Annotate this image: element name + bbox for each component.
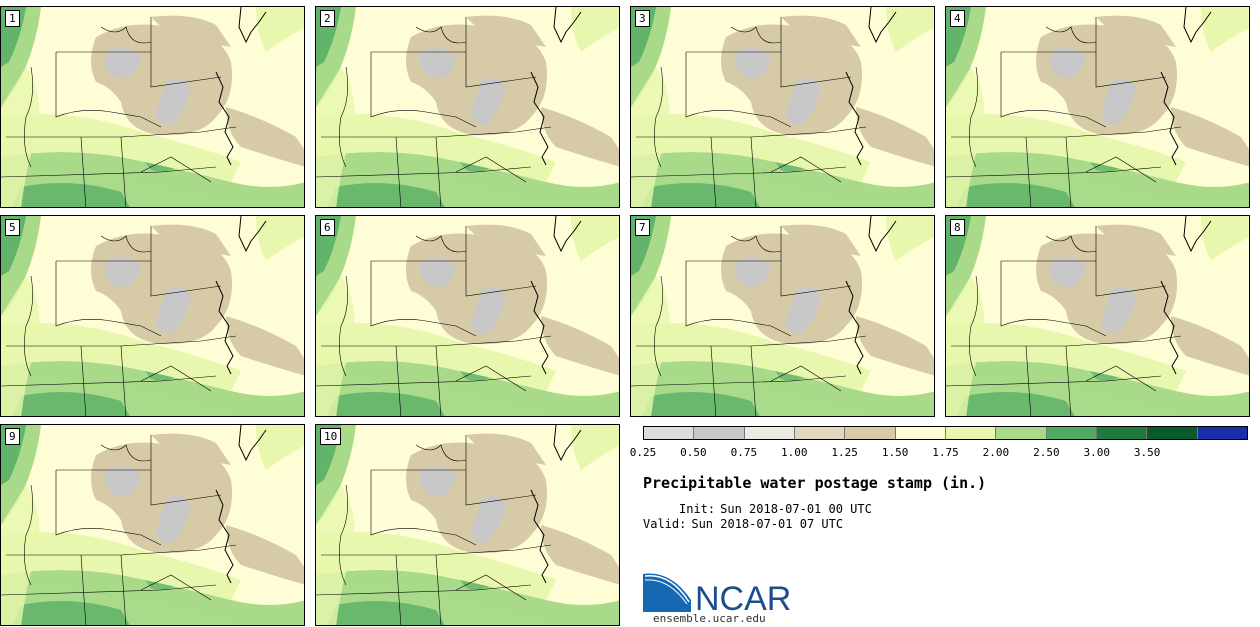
postage-stamp-map: 3	[630, 6, 935, 208]
member-number: 1	[5, 10, 20, 27]
ncar-logo: NCAR	[643, 573, 791, 614]
postage-stamp-map: 4	[945, 6, 1250, 208]
colorbar-tick-label: 0.25	[629, 446, 657, 459]
colorbar-segment	[895, 427, 946, 439]
postage-stamp-map: 10	[315, 424, 620, 626]
precipitable-water-map	[1, 216, 304, 416]
colorbar-segment	[1096, 427, 1148, 439]
init-time: Init: Sun 2018-07-01 00 UTC	[679, 502, 872, 516]
colorbar-tick-label: 0.75	[730, 446, 758, 459]
valid-time: Valid: Sun 2018-07-01 07 UTC	[643, 517, 843, 531]
postage-stamp-map: 1	[0, 6, 305, 208]
colorbar-segment	[1046, 427, 1097, 439]
precipitable-water-map	[1, 425, 304, 625]
colorbar-tick-label: 2.50	[1033, 446, 1060, 459]
precipitable-water-map	[631, 7, 934, 207]
precipitable-water-map	[1, 7, 304, 207]
init-value: Sun 2018-07-01 00 UTC	[720, 502, 872, 516]
valid-label: Valid:	[643, 517, 687, 531]
colorbar-segment	[644, 427, 695, 439]
member-number: 4	[950, 10, 965, 27]
member-number: 7	[635, 219, 650, 236]
colorbar-segment	[996, 427, 1047, 439]
member-number: 8	[950, 219, 965, 236]
colorbar-tick-label: 2.00	[982, 446, 1010, 459]
member-number: 3	[635, 10, 650, 27]
plot-title: Precipitable water postage stamp (in.)	[643, 474, 987, 492]
colorbar	[643, 426, 1248, 440]
member-number: 5	[5, 219, 20, 236]
colorbar-segment	[744, 427, 795, 439]
colorbar-tick-label: 0.50	[680, 446, 707, 459]
precipitable-water-map	[631, 216, 934, 416]
colorbar-segment	[1197, 427, 1247, 439]
colorbar-segment	[694, 427, 745, 439]
valid-value: Sun 2018-07-01 07 UTC	[691, 517, 844, 531]
logo-text: NCAR	[695, 580, 791, 614]
postage-stamp-map: 9	[0, 424, 305, 626]
postage-stamp-map: 8	[945, 215, 1250, 417]
postage-stamp-map: 6	[315, 215, 620, 417]
init-label: Init:	[679, 502, 716, 516]
colorbar-tick-label: 1.50	[881, 446, 909, 459]
postage-stamp-map: 7	[630, 215, 935, 417]
precipitable-water-map	[316, 7, 619, 207]
precipitable-water-map	[316, 425, 619, 625]
colorbar-tick-label: 1.00	[781, 446, 808, 459]
colorbar-segment	[794, 427, 846, 439]
member-number: 2	[320, 10, 335, 27]
colorbar-segment	[945, 427, 997, 439]
postage-stamp-map: 2	[315, 6, 620, 208]
member-number: 10	[320, 428, 342, 445]
precipitable-water-map	[316, 216, 619, 416]
member-number: 6	[320, 219, 335, 236]
colorbar-tick-label: 3.00	[1083, 446, 1111, 459]
logo-url: ensemble.ucar.edu	[653, 612, 766, 625]
member-number: 9	[5, 428, 20, 445]
postage-stamp-map: 5	[0, 215, 305, 417]
precipitable-water-map	[946, 216, 1249, 416]
colorbar-segment	[845, 427, 896, 439]
colorbar-tick-label: 3.50	[1133, 446, 1161, 459]
colorbar-tick-label: 1.75	[932, 446, 959, 459]
colorbar-segment	[1147, 427, 1198, 439]
precipitable-water-map	[946, 7, 1249, 207]
colorbar-tick-label: 1.25	[831, 446, 858, 459]
